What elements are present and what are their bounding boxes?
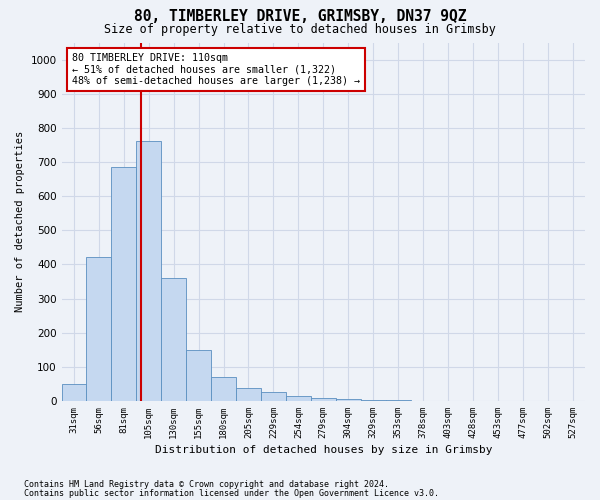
Bar [261, 392, 286, 401]
Y-axis label: Number of detached properties: Number of detached properties [15, 131, 25, 312]
Bar [161, 278, 186, 401]
Bar [311, 398, 336, 401]
Text: 80 TIMBERLEY DRIVE: 110sqm
← 51% of detached houses are smaller (1,322)
48% of s: 80 TIMBERLEY DRIVE: 110sqm ← 51% of deta… [72, 54, 360, 86]
Bar [361, 400, 386, 401]
Bar [336, 399, 361, 401]
Bar [211, 377, 236, 401]
Bar [236, 388, 261, 401]
Text: 80, TIMBERLEY DRIVE, GRIMSBY, DN37 9QZ: 80, TIMBERLEY DRIVE, GRIMSBY, DN37 9QZ [134, 9, 466, 24]
Bar [286, 396, 311, 401]
Bar [386, 400, 410, 401]
Bar [86, 257, 112, 401]
Bar [136, 142, 161, 401]
Bar [112, 167, 136, 401]
Text: Contains HM Land Registry data © Crown copyright and database right 2024.: Contains HM Land Registry data © Crown c… [24, 480, 389, 489]
Bar [62, 384, 86, 401]
Text: Contains public sector information licensed under the Open Government Licence v3: Contains public sector information licen… [24, 489, 439, 498]
X-axis label: Distribution of detached houses by size in Grimsby: Distribution of detached houses by size … [155, 445, 492, 455]
Bar [186, 350, 211, 401]
Text: Size of property relative to detached houses in Grimsby: Size of property relative to detached ho… [104, 22, 496, 36]
